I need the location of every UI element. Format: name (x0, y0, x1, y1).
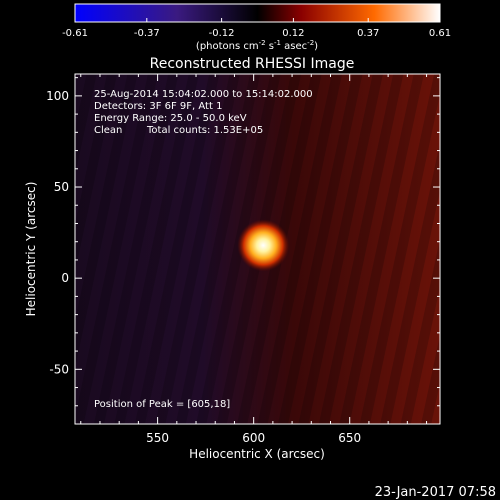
y-tick-label: 100 (46, 89, 69, 103)
annotation-counts: Total counts: 1.53E+05 (146, 125, 263, 136)
y-axis-ticks: -50 0 50 100 (46, 77, 440, 407)
footer-timestamp: 23-Jan-2017 07:58 (375, 485, 496, 500)
annotation-energy: Energy Range: 25.0 - 50.0 keV (94, 113, 247, 124)
y-tick-label: -50 (49, 362, 69, 376)
colorbar: -0.61 -0.37 -0.12 0.12 0.37 0.61 (photons cm-… (62, 3, 451, 52)
annotation-peak: Position of Peak = [605,18] (94, 399, 230, 410)
annotation-method: Clean (94, 125, 122, 136)
colorbar-tick-label: 0.12 (282, 28, 304, 39)
chart-title: Reconstructed RHESSI Image (150, 56, 355, 72)
x-tick-label: 550 (146, 431, 169, 445)
x-tick-label: 600 (242, 431, 265, 445)
colorbar-tick-label: -0.37 (134, 28, 160, 39)
colorbar-tick-label: -0.61 (62, 28, 88, 39)
plot-frame (74, 73, 441, 425)
annotation-time-range: 25-Aug-2014 15:04:02.000 to 15:14:02.000 (94, 89, 313, 100)
colorbar-tick-label: 0.37 (357, 28, 379, 39)
colorbar-ticks: -0.61 -0.37 -0.12 0.12 0.37 0.61 (62, 18, 451, 39)
annotation-detectors: Detectors: 3F 6F 9F, Att 1 (94, 101, 222, 112)
colorbar-tick-label: -0.12 (209, 28, 235, 39)
y-tick-label: 50 (54, 180, 69, 194)
colorbar-gradient (74, 3, 441, 23)
x-axis-label: Heliocentric X (arcsec) (189, 447, 325, 461)
annotations: 25-Aug-2014 15:04:02.000 to 15:14:02.000… (94, 89, 313, 410)
x-tick-label: 650 (338, 431, 361, 445)
flare-source (237, 219, 290, 272)
plot-image (75, 74, 440, 424)
y-axis-label: Heliocentric Y (arcsec) (24, 182, 38, 317)
colorbar-units: (photons cm-2 s-1 asec-2) (196, 39, 318, 52)
y-tick-label: 0 (61, 271, 69, 285)
x-axis-ticks: 550 600 650 (80, 74, 428, 445)
colorbar-tick-label: 0.61 (429, 28, 451, 39)
